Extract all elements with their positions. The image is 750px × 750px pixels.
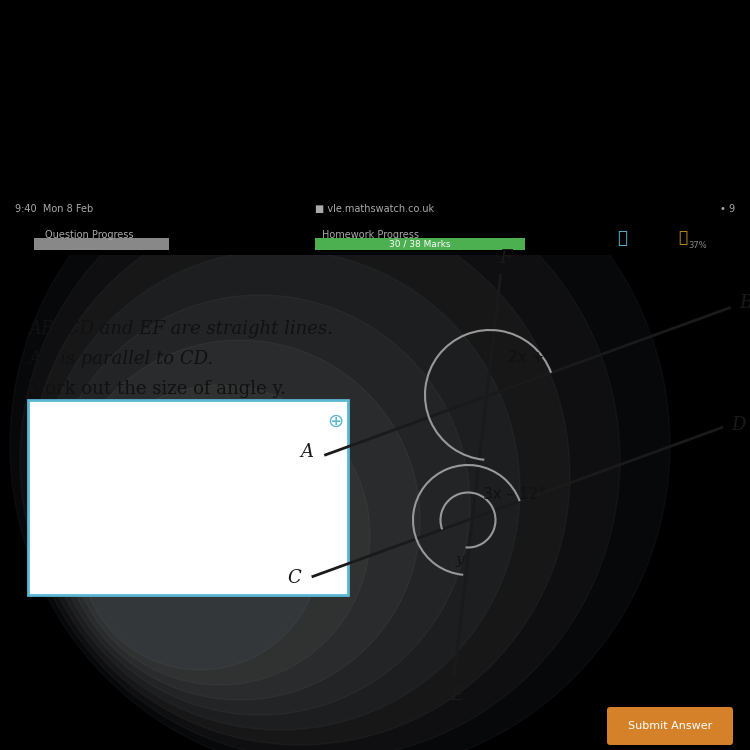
FancyBboxPatch shape xyxy=(34,238,169,250)
Text: ⊕: ⊕ xyxy=(327,412,344,431)
Text: y: y xyxy=(456,553,464,567)
Text: B: B xyxy=(740,294,750,312)
Text: Work out the size of angle y.: Work out the size of angle y. xyxy=(28,380,286,398)
Text: Question Progress: Question Progress xyxy=(45,230,134,240)
Text: 3x – 12°: 3x – 12° xyxy=(483,487,546,502)
Text: Homework Progress: Homework Progress xyxy=(322,230,419,240)
Text: F: F xyxy=(500,250,512,268)
Text: E: E xyxy=(450,686,463,704)
Text: 37%: 37% xyxy=(688,241,706,250)
Text: C: C xyxy=(287,569,301,587)
Text: ⌗: ⌗ xyxy=(617,230,628,248)
Text: 2x + 16°: 2x + 16° xyxy=(508,350,576,365)
Text: • 9: • 9 xyxy=(720,205,735,214)
Text: 🏆: 🏆 xyxy=(678,231,687,246)
FancyBboxPatch shape xyxy=(315,238,525,250)
Text: AB is parallel to CD.: AB is parallel to CD. xyxy=(28,350,213,368)
Text: D: D xyxy=(732,416,746,434)
FancyBboxPatch shape xyxy=(28,400,348,595)
Text: AB, CD and EF are straight lines.: AB, CD and EF are straight lines. xyxy=(28,320,333,338)
Text: A: A xyxy=(301,442,313,460)
Text: 30 / 38 Marks: 30 / 38 Marks xyxy=(389,239,451,248)
Text: Submit Answer: Submit Answer xyxy=(628,721,712,731)
FancyBboxPatch shape xyxy=(607,707,733,745)
Text: ■ vle.mathswatch.co.uk: ■ vle.mathswatch.co.uk xyxy=(316,205,434,214)
Text: 9:40  Mon 8 Feb: 9:40 Mon 8 Feb xyxy=(15,205,93,214)
